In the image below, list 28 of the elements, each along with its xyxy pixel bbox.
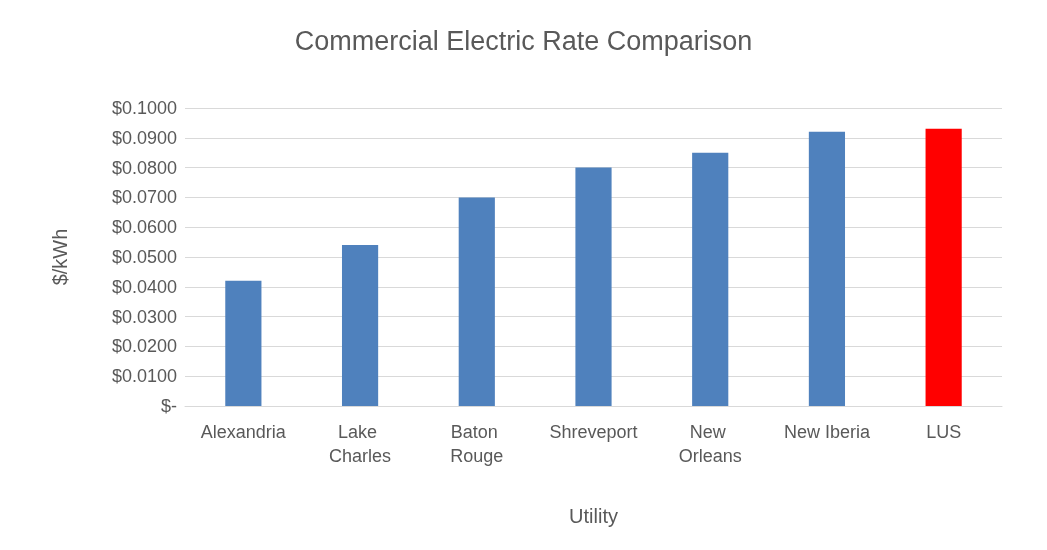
bar [925, 128, 962, 406]
y-tick-label: $0.0700 [111, 187, 177, 208]
x-axis-title: Utility [569, 505, 618, 527]
bar [341, 245, 379, 406]
bar [575, 167, 612, 406]
bar [808, 131, 846, 406]
y-tick-label: $0.0200 [111, 336, 177, 357]
y-tick-label: $- [160, 396, 177, 416]
x-tick-label: Baton Rouge [450, 422, 504, 466]
y-tick-label: $0.0300 [111, 306, 177, 327]
x-tick-label: Lake Charles [329, 422, 392, 466]
x-tick-label: New Orleans [678, 422, 742, 466]
bar [225, 280, 262, 406]
x-tick-label: New Iberia [783, 422, 871, 442]
y-tick-label: $0.0800 [111, 157, 177, 178]
y-tick-label: $0.1000 [111, 98, 177, 118]
chart-title: Commercial Electric Rate Comparison [294, 25, 753, 56]
y-tick-label: $0.0900 [111, 127, 177, 148]
x-tick-label: LUS [926, 422, 962, 442]
y-axis-title: $/kWh [49, 228, 71, 286]
x-tick-label: Alexandria [200, 422, 287, 442]
bar [458, 197, 495, 406]
y-tick-label: $0.0100 [111, 366, 177, 387]
y-tick-label: $0.0400 [111, 276, 177, 297]
x-tick-label: Shreveport [549, 422, 638, 442]
bar [692, 152, 729, 406]
y-tick-label: $0.0500 [111, 247, 177, 267]
y-tick-label: $0.0600 [111, 217, 177, 238]
